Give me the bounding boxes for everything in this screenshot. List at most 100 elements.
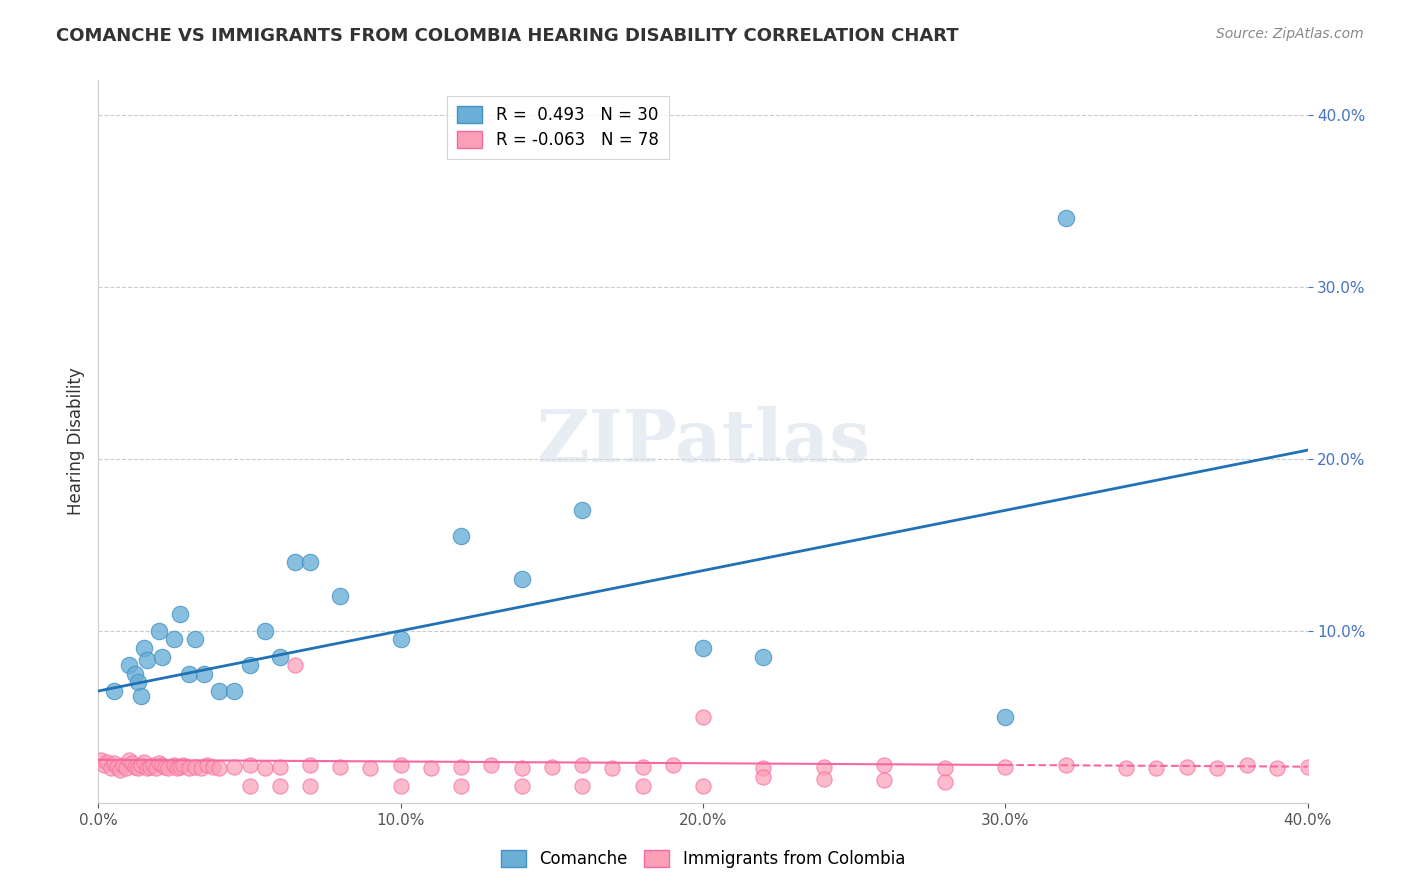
Point (93, 758, 115, 772)
Point (124, 666, 146, 681)
Point (108, 763, 131, 777)
Point (103, 684, 125, 698)
Point (510, 779, 533, 793)
Point (1236, 758, 1258, 772)
Point (239, 658, 262, 673)
Point (202, 760, 225, 774)
Point (329, 760, 352, 774)
Point (284, 658, 307, 673)
Point (96, 755, 118, 769)
Point (631, 760, 654, 774)
Point (510, 761, 533, 775)
Point (752, 770, 775, 784)
Point (156, 761, 179, 775)
Y-axis label: Hearing Disability: Hearing Disability (66, 368, 84, 516)
Point (224, 760, 246, 774)
Point (571, 779, 593, 793)
Point (269, 649, 291, 664)
Legend: Comanche, Immigrants from Colombia: Comanche, Immigrants from Colombia (495, 843, 911, 875)
Point (284, 555, 307, 569)
Point (239, 758, 262, 772)
Point (389, 758, 412, 772)
Point (208, 761, 231, 775)
Point (132, 640, 155, 655)
Point (184, 632, 207, 647)
Point (195, 758, 218, 772)
Point (360, 761, 382, 775)
Point (150, 649, 173, 664)
Point (127, 675, 149, 690)
Point (299, 758, 322, 772)
Point (132, 755, 155, 769)
Point (111, 758, 134, 772)
Point (269, 779, 291, 793)
Point (163, 758, 186, 772)
Point (208, 684, 231, 698)
Point (934, 761, 956, 775)
Point (145, 761, 167, 775)
Point (752, 761, 775, 775)
Point (450, 779, 472, 793)
Point (148, 756, 170, 771)
Point (179, 761, 201, 775)
Point (994, 710, 1017, 724)
Point (105, 760, 128, 774)
Point (813, 772, 835, 786)
Point (172, 758, 194, 772)
Point (602, 761, 624, 775)
Point (1144, 761, 1167, 775)
Point (389, 632, 412, 647)
Point (269, 760, 291, 774)
Point (179, 666, 201, 681)
Point (253, 761, 276, 775)
Point (329, 590, 352, 604)
Point (142, 758, 165, 772)
Point (510, 572, 533, 586)
Point (450, 760, 472, 774)
Point (150, 758, 173, 772)
Point (153, 760, 176, 774)
Point (631, 779, 654, 793)
Point (129, 758, 152, 772)
Point (299, 779, 322, 793)
Point (135, 761, 157, 775)
Point (118, 753, 141, 767)
Text: ZIPatlas: ZIPatlas (536, 406, 870, 477)
Text: COMANCHE VS IMMIGRANTS FROM COLOMBIA HEARING DISABILITY CORRELATION CHART: COMANCHE VS IMMIGRANTS FROM COLOMBIA HEA… (56, 27, 959, 45)
Point (692, 779, 714, 793)
Point (253, 624, 276, 638)
Point (692, 710, 714, 724)
Point (121, 756, 143, 771)
Point (127, 761, 149, 775)
Point (169, 760, 191, 774)
Point (1115, 761, 1137, 775)
Point (873, 758, 896, 772)
Point (224, 684, 246, 698)
Point (139, 760, 162, 774)
Point (389, 779, 412, 793)
Point (752, 649, 775, 664)
Point (813, 760, 835, 774)
Text: Source: ZipAtlas.com: Source: ZipAtlas.com (1216, 27, 1364, 41)
Point (873, 773, 896, 788)
Point (450, 529, 472, 543)
Point (135, 653, 157, 667)
Point (994, 760, 1017, 774)
Point (148, 624, 170, 638)
Point (184, 760, 207, 774)
Point (299, 555, 322, 569)
Point (163, 632, 186, 647)
Point (571, 503, 593, 517)
Point (90, 753, 112, 767)
Point (124, 760, 146, 774)
Point (934, 775, 956, 789)
Point (239, 779, 262, 793)
Point (166, 761, 188, 775)
Point (129, 689, 152, 703)
Point (118, 658, 141, 673)
Point (114, 761, 136, 775)
Point (1206, 761, 1229, 775)
Point (661, 758, 683, 772)
Point (540, 760, 562, 774)
Point (190, 761, 212, 775)
